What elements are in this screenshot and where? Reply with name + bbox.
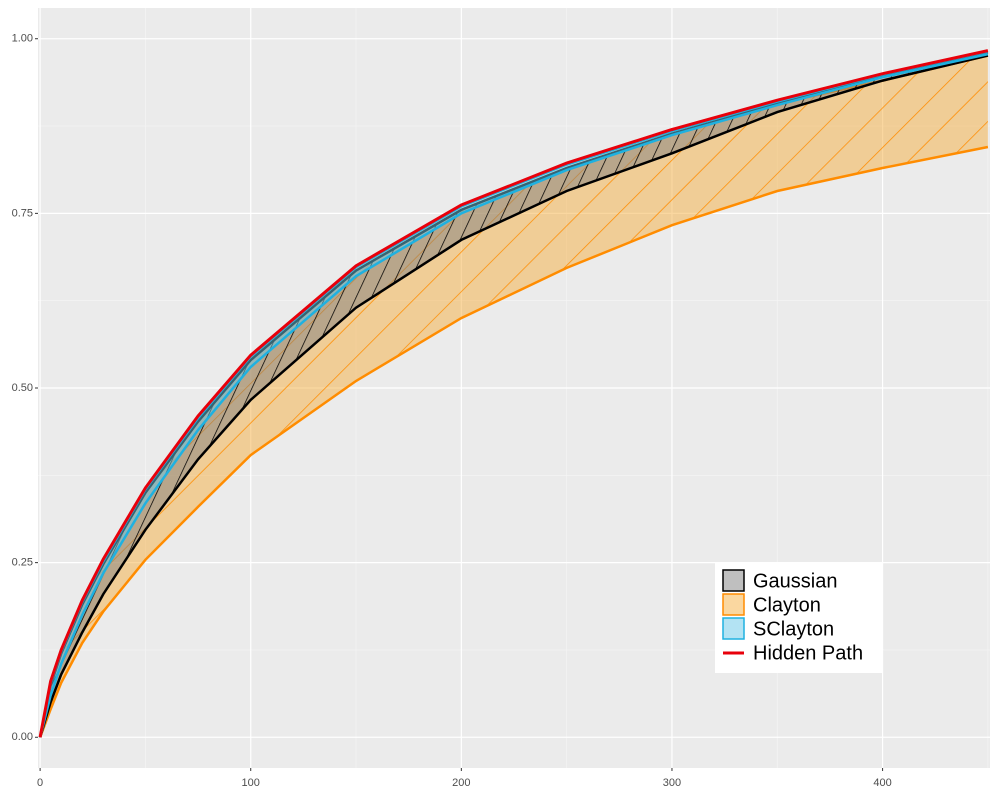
band-lower bbox=[38, 145, 989, 738]
y-tick-label: 0.25 bbox=[12, 557, 33, 569]
band-lower bbox=[38, 52, 989, 738]
x-tick-label: 300 bbox=[663, 777, 681, 789]
band-fill bbox=[40, 51, 988, 738]
line bbox=[38, 49, 989, 738]
x-tick-label: 0 bbox=[37, 777, 43, 789]
legend-label: Hidden Path bbox=[753, 642, 863, 664]
x-tick-label: 100 bbox=[242, 777, 260, 789]
legend-label: Clayton bbox=[753, 594, 821, 616]
band-lower bbox=[38, 54, 989, 738]
y-tick-label: 1.00 bbox=[12, 33, 33, 45]
legend-label: Gaussian bbox=[753, 570, 838, 592]
x-tick-label: 400 bbox=[873, 777, 891, 789]
y-tick-label: 0.00 bbox=[12, 731, 33, 743]
legend-label: SClayton bbox=[753, 618, 834, 640]
legend-key bbox=[722, 593, 745, 616]
legend-key bbox=[722, 617, 745, 640]
x-tick-label: 200 bbox=[452, 777, 470, 789]
y-tick-label: 0.75 bbox=[12, 207, 33, 219]
legend-key bbox=[722, 569, 745, 592]
y-tick-label: 0.50 bbox=[12, 382, 33, 394]
